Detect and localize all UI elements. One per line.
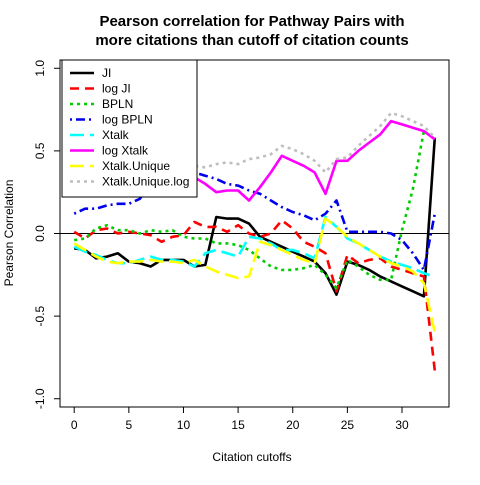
series-line-xtalk-unique: [73, 217, 437, 333]
series-line-bpln: [74, 129, 436, 290]
legend-label-ji: JI: [102, 66, 111, 80]
y-axis-label: Pearson Correlation: [2, 180, 16, 287]
series-line-xtalk-unique-log: [73, 111, 436, 192]
legend-label-bpln: BPLN: [102, 97, 133, 111]
y-tick-label: 0.0: [33, 225, 47, 242]
y-tick-label: 1.0: [33, 60, 47, 77]
series-line-log-ji: [73, 219, 437, 371]
chart-title-line-1: Pearson correlation for Pathway Pairs wi…: [99, 13, 404, 30]
legend-label-log-bpln: log BPLN: [102, 113, 153, 127]
x-tick-label: 25: [341, 418, 355, 432]
legend-label-xtalk-unique: Xtalk.Unique: [102, 159, 170, 173]
legend-label-xtalk: Xtalk: [102, 128, 130, 142]
x-tick-label: 10: [177, 418, 191, 432]
y-tick-label: -0.5: [33, 305, 47, 326]
legend-box: [61, 59, 198, 198]
legend-label-xtalk-unique-log: Xtalk.Unique.log: [102, 175, 189, 189]
y-tick-label: 0.5: [33, 142, 47, 159]
legend-label-log-ji: log JI: [102, 82, 131, 96]
chart-title-line-2: more citations than cutoff of citation c…: [95, 32, 408, 49]
x-tick-label: 5: [125, 418, 132, 432]
x-axis-label: Citation cutoffs: [212, 450, 291, 464]
x-tick-label: 30: [395, 418, 409, 432]
x-tick-label: 20: [286, 418, 300, 432]
x-tick-label: 0: [71, 418, 78, 432]
plot-area: 0 5 10 15 20 25 30 -1.0 -0.5 0.0 0.5 1.0 JI log JIBPL…: [33, 59, 450, 432]
legend-label-log-xtalk: log Xtalk: [102, 144, 149, 158]
y-tick-label: -1.0: [33, 388, 47, 409]
x-tick-label: 15: [231, 418, 245, 432]
